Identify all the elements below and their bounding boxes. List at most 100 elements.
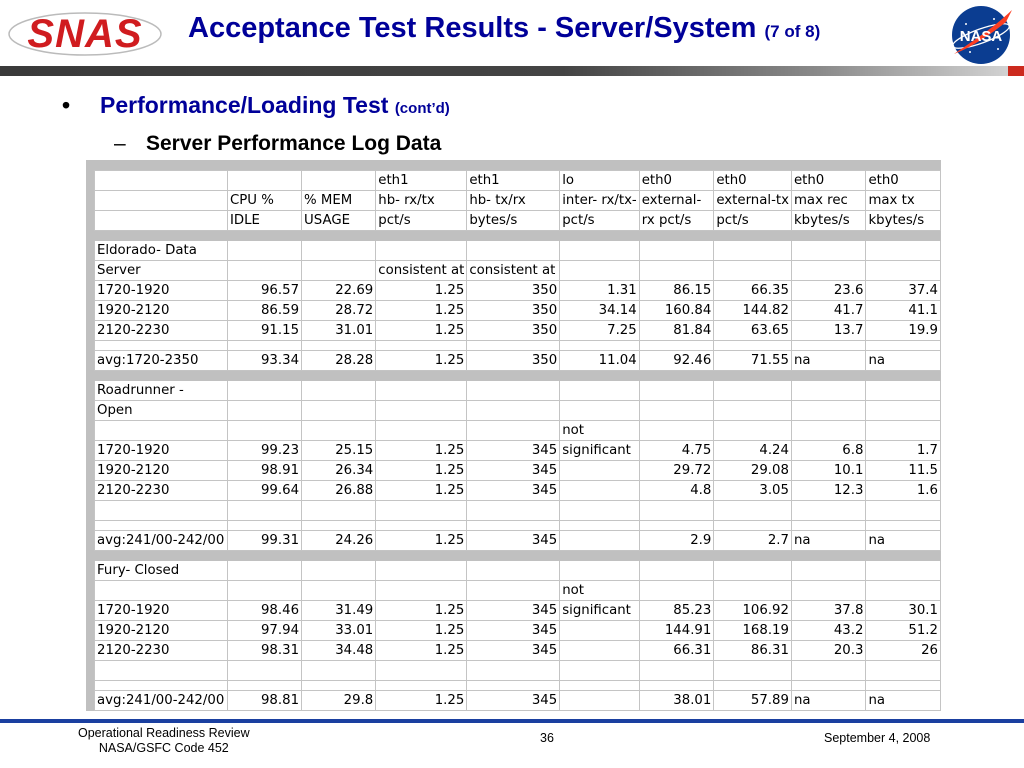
bullet-marker: • <box>62 92 71 118</box>
value-cell: 31.01 <box>301 320 377 341</box>
empty-cell <box>375 370 468 381</box>
value-cell: 350 <box>466 350 561 371</box>
empty-cell <box>301 660 377 681</box>
empty-cell <box>638 550 715 561</box>
value-cell: 98.46 <box>226 600 303 621</box>
header-row: IDLE USAGE pct/s bytes/s pct/s rx pct/s pct/s k… <box>94 210 941 231</box>
section-separator <box>94 370 941 381</box>
empty-cell <box>226 380 303 401</box>
value-cell: 81.84 <box>638 320 715 341</box>
value-cell: 11.04 <box>559 350 640 371</box>
empty-cell <box>790 500 867 521</box>
empty-cell <box>790 340 867 351</box>
column-header: eth0 <box>638 170 715 191</box>
value-cell: 350 <box>466 300 561 321</box>
empty-cell <box>94 340 228 351</box>
footer-review: Operational Readiness Review <box>78 726 250 740</box>
value-cell: 345 <box>466 530 561 551</box>
value-note: significant <box>559 440 640 461</box>
empty-cell <box>375 580 468 601</box>
value-cell: 3.05 <box>713 480 792 501</box>
empty-cell <box>865 580 941 601</box>
value-cell: na <box>790 530 867 551</box>
title-main: Acceptance Test Results - Server/System <box>188 12 757 44</box>
empty-cell <box>466 520 561 531</box>
empty-cell <box>865 500 941 521</box>
row-label: 2120-2230 <box>94 480 228 501</box>
empty-cell <box>466 680 561 691</box>
value-cell: 28.72 <box>301 300 377 321</box>
empty-cell <box>226 340 303 351</box>
empty-cell <box>638 560 715 581</box>
empty-cell <box>94 660 228 681</box>
empty-cell <box>559 380 640 401</box>
empty-cell <box>865 660 941 681</box>
empty-cell <box>638 520 715 531</box>
row-label: 1920-2120 <box>94 460 228 481</box>
column-header <box>94 190 228 211</box>
row-label: 2120-2230 <box>94 320 228 341</box>
value-cell <box>559 690 640 711</box>
empty-cell <box>713 560 792 581</box>
empty-cell <box>790 550 867 561</box>
empty-cell <box>790 520 867 531</box>
empty-cell <box>226 550 303 561</box>
empty-cell <box>790 580 867 601</box>
value-cell: 22.69 <box>301 280 377 301</box>
value-cell: 37.8 <box>790 600 867 621</box>
column-header: % MEM <box>301 190 377 211</box>
row-label: avg:241/00-242/00 <box>94 530 228 551</box>
empty-cell <box>638 370 715 381</box>
empty-cell <box>559 230 640 241</box>
value-cell <box>559 620 640 641</box>
value-cell: 11.5 <box>865 460 941 481</box>
empty-cell <box>638 240 715 261</box>
note-row: not <box>94 420 941 441</box>
page-title: Acceptance Test Results - Server/System … <box>188 12 820 45</box>
subbullet-marker: – <box>114 132 126 155</box>
empty-cell <box>559 400 640 421</box>
empty-cell <box>226 560 303 581</box>
section-title: Eldorado- Data <box>94 240 228 261</box>
empty-cell <box>713 380 792 401</box>
value-cell: 144.91 <box>638 620 715 641</box>
value-cell: na <box>865 530 941 551</box>
value-cell: 345 <box>466 440 561 461</box>
empty-cell <box>790 370 867 381</box>
value-cell: 345 <box>466 690 561 711</box>
empty-cell <box>790 660 867 681</box>
value-cell: 85.23 <box>638 600 715 621</box>
subbullet-server-log: – Server Performance Log Data <box>114 132 441 156</box>
empty-cell <box>375 680 468 691</box>
bullet-note: (cont’d) <box>394 100 450 117</box>
empty-cell <box>713 400 792 421</box>
header-row: CPU %% MEM hb- rx/tx hb- tx/rx inter- rx/tx… <box>94 190 941 211</box>
value-cell: 33.01 <box>301 620 377 641</box>
value-cell: 30.1 <box>865 600 941 621</box>
empty-cell <box>865 420 941 441</box>
empty-cell <box>466 400 561 421</box>
value-note: not <box>559 580 640 601</box>
table-row: 1920-2120 86.59 28.72 1.25 350 34.14 160.84 144… <box>94 300 941 321</box>
empty-cell <box>865 230 941 241</box>
empty-cell <box>790 260 867 281</box>
value-cell: 1.25 <box>375 620 468 641</box>
empty-cell <box>638 420 715 441</box>
value-cell: 26 <box>865 640 941 661</box>
column-header: eth0 <box>865 170 941 191</box>
row-label: 1720-1920 <box>94 280 228 301</box>
value-cell: 1.25 <box>375 640 468 661</box>
value-cell: 345 <box>466 480 561 501</box>
value-cell: 41.1 <box>865 300 941 321</box>
performance-table: eth1 eth1 lo eth0 eth0 eth0 eth0 CPU %% MEM hb- … <box>94 170 941 711</box>
snas-logo: SNAS <box>8 12 162 56</box>
empty-cell <box>638 400 715 421</box>
header-band-accent <box>1008 66 1024 76</box>
empty-cell <box>226 500 303 521</box>
empty-cell <box>559 500 640 521</box>
column-header: rx pct/s <box>638 210 715 231</box>
empty-cell <box>466 240 561 261</box>
column-header: USAGE <box>301 210 377 231</box>
empty-cell <box>94 230 228 241</box>
header-row: eth1 eth1 lo eth0 eth0 eth0 eth0 <box>94 170 941 191</box>
